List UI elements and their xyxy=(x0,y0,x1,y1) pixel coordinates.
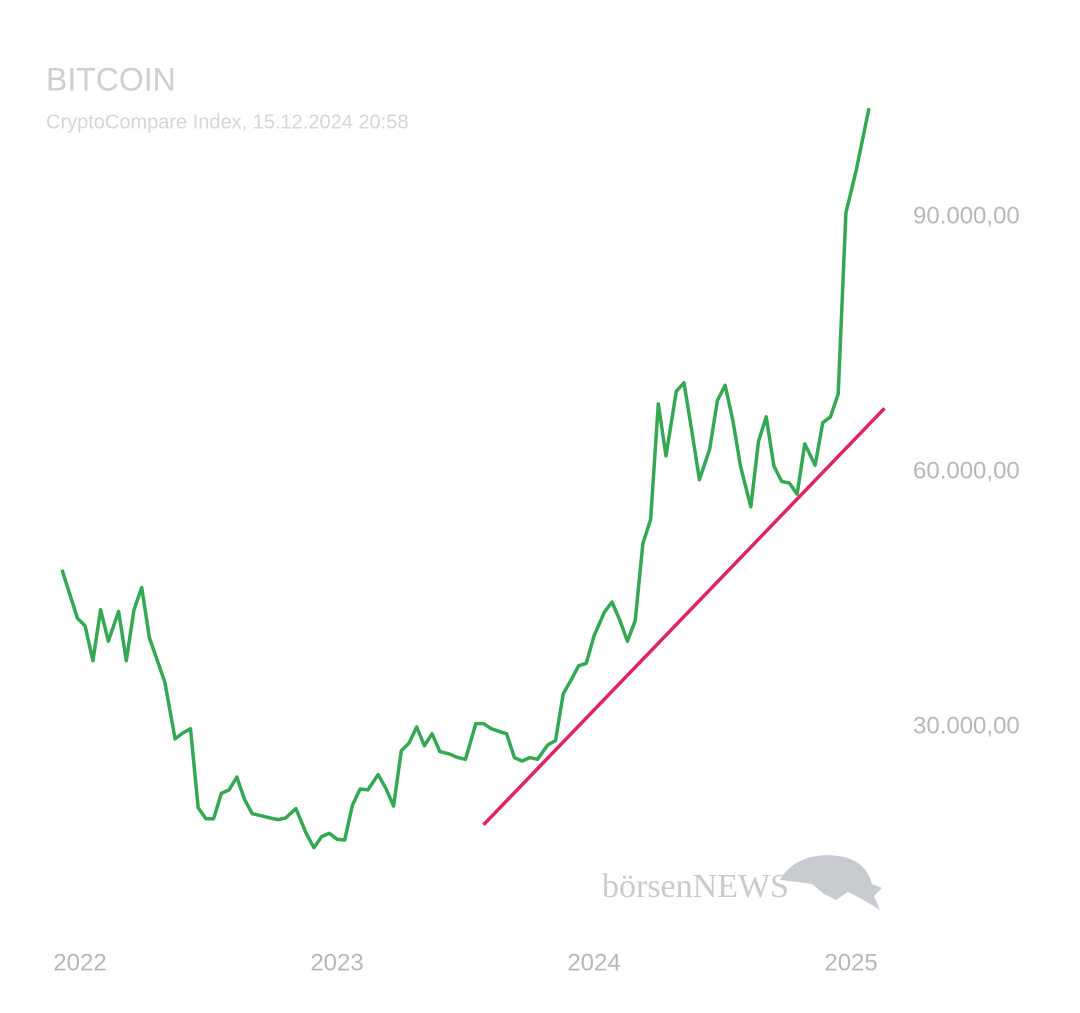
watermark-logo: börsenNEWS xyxy=(602,855,882,910)
bull-icon xyxy=(780,855,882,910)
x-tick-label: 2023 xyxy=(310,949,363,976)
x-tick-label: 2025 xyxy=(824,949,877,976)
y-tick-label: 60.000,00 xyxy=(913,457,1020,484)
x-tick-label: 2024 xyxy=(567,949,620,976)
data-line xyxy=(482,407,886,827)
x-tick-label: 2022 xyxy=(53,949,106,976)
chart-title: BITCOIN xyxy=(46,61,176,97)
watermark: börsenNEWS xyxy=(602,868,789,905)
chart-subtitle: CryptoCompare Index, 15.12.2024 20:58 xyxy=(46,111,408,133)
y-tick-label: 30.000,00 xyxy=(913,712,1020,739)
y-tick-label: 90.000,00 xyxy=(913,202,1020,229)
data-line xyxy=(60,107,871,850)
